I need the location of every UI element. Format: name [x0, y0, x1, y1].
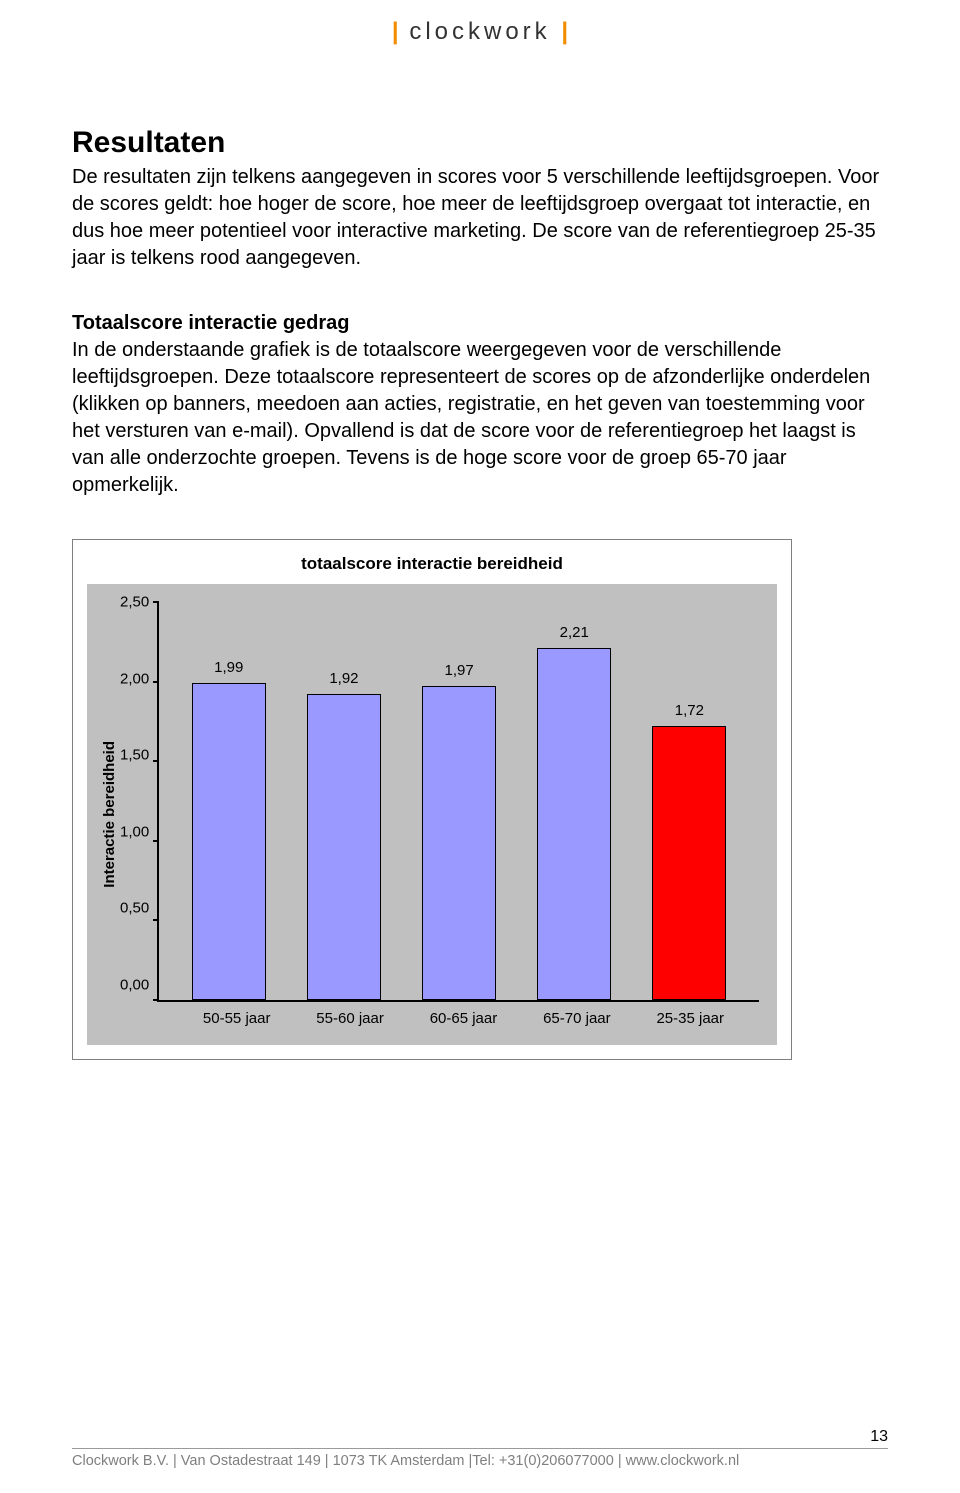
page-content: Resultaten De resultaten zijn telkens aa… [0, 46, 960, 1060]
bar-chart: totaalscore interactie bereidheid Intera… [72, 539, 792, 1060]
bar-value-label: 1,99 [169, 659, 289, 676]
bar-value-label: 1,97 [399, 662, 519, 679]
x-axis-label: 50-55 jaar [187, 1010, 287, 1027]
logo-text: clockwork [409, 18, 550, 45]
y-tick: 1,00 [120, 823, 149, 840]
chart-body: Interactie bereidheid 2,50 2,00 1,50 1,0… [87, 584, 777, 1045]
bar-slot: 1,92 [307, 694, 381, 1000]
section-title: Resultaten [72, 126, 888, 160]
y-axis-ticks: 2,50 2,00 1,50 1,00 0,50 0,00 [120, 602, 157, 1002]
header-logo: | clockwork | [0, 0, 960, 46]
footer-text: Clockwork B.V. | Van Ostadestraat 149 | … [72, 1453, 739, 1469]
x-axis-labels: 50-55 jaar 55-60 jaar 60-65 jaar 65-70 jaar… [168, 1002, 759, 1027]
bar-value-label: 2,21 [514, 624, 634, 641]
y-tick: 2,50 [120, 594, 149, 611]
logo-bracket-right: | [561, 18, 568, 45]
x-axis-label: 65-70 jaar [527, 1010, 627, 1027]
bar-rect [307, 694, 381, 1000]
bar-rect [192, 683, 266, 1000]
bar-rect [422, 686, 496, 1000]
sub-paragraph: In de onderstaande grafiek is de totaals… [72, 337, 888, 499]
chart-title: totaalscore interactie bereidheid [73, 540, 791, 584]
bar-value-label: 1,92 [284, 670, 404, 687]
y-tick: 0,50 [120, 900, 149, 917]
x-axis-label: 25-35 jaar [640, 1010, 740, 1027]
bar-slot: 1,99 [192, 683, 266, 1000]
plot-area: 1,991,921,972,211,72 [157, 602, 759, 1002]
bar-slot: 1,72 [652, 726, 726, 1000]
x-axis-label: 55-60 jaar [300, 1010, 400, 1027]
bar-rect [652, 726, 726, 1000]
y-tick: 0,00 [120, 976, 149, 993]
intro-paragraph: De resultaten zijn telkens aangegeven in… [72, 164, 888, 272]
y-tick: 1,50 [120, 747, 149, 764]
page-footer: 13 Clockwork B.V. | Van Ostadestraat 149… [72, 1428, 888, 1469]
x-axis-label: 60-65 jaar [413, 1010, 513, 1027]
y-tick: 2,00 [120, 670, 149, 687]
logo-bracket-left: | [392, 18, 399, 45]
y-axis-title: Interactie bereidheid [99, 741, 120, 888]
bar-rect [537, 648, 611, 1000]
page-number: 13 [72, 1428, 888, 1446]
bar-slot: 1,97 [422, 686, 496, 1000]
bar-slot: 2,21 [537, 648, 611, 1000]
sub-heading: Totaalscore interactie gedrag [72, 312, 888, 335]
bar-value-label: 1,72 [629, 702, 749, 719]
